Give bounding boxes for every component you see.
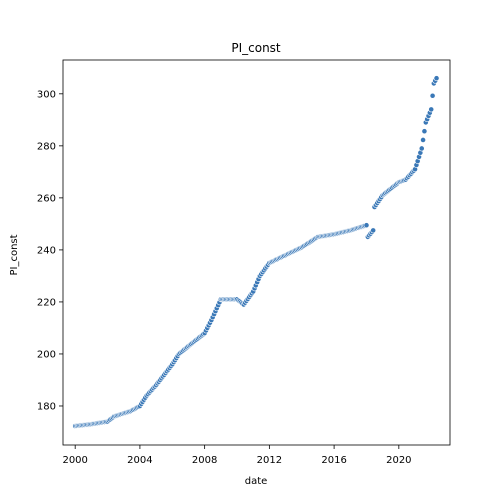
chart-title: PI_const bbox=[231, 41, 281, 55]
x-tick-label-2008: 2008 bbox=[192, 455, 217, 466]
data-point-221 bbox=[371, 228, 376, 233]
x-axis-ticks: 2000 2004 2008 2012 2016 2020 bbox=[62, 445, 411, 466]
data-point-216 bbox=[364, 223, 369, 228]
data-points bbox=[73, 76, 440, 429]
x-tick-label-2012: 2012 bbox=[257, 455, 282, 466]
data-point-258 bbox=[420, 137, 425, 142]
x-axis-label: date bbox=[245, 476, 268, 487]
data-point-265 bbox=[430, 93, 435, 98]
data-point-268 bbox=[434, 76, 439, 81]
y-tick-label-220: 220 bbox=[37, 297, 56, 308]
y-tick-label-260: 260 bbox=[37, 193, 56, 204]
data-point-264 bbox=[429, 107, 434, 112]
y-tick-label-180: 180 bbox=[37, 401, 56, 412]
plot-frame bbox=[63, 60, 450, 445]
y-axis-label: PI_const bbox=[9, 234, 20, 275]
y-tick-label-200: 200 bbox=[37, 349, 56, 360]
data-point-257 bbox=[419, 146, 424, 151]
x-tick-label-2020: 2020 bbox=[386, 455, 411, 466]
x-tick-label-2000: 2000 bbox=[62, 455, 87, 466]
y-tick-label-300: 300 bbox=[37, 89, 56, 100]
data-point-259 bbox=[422, 129, 427, 134]
y-axis-ticks: 180 200 220 240 260 280 300 bbox=[37, 89, 63, 412]
x-tick-label-2016: 2016 bbox=[321, 455, 346, 466]
y-tick-label-240: 240 bbox=[37, 245, 56, 256]
y-tick-label-280: 280 bbox=[37, 141, 56, 152]
x-tick-label-2004: 2004 bbox=[127, 455, 152, 466]
